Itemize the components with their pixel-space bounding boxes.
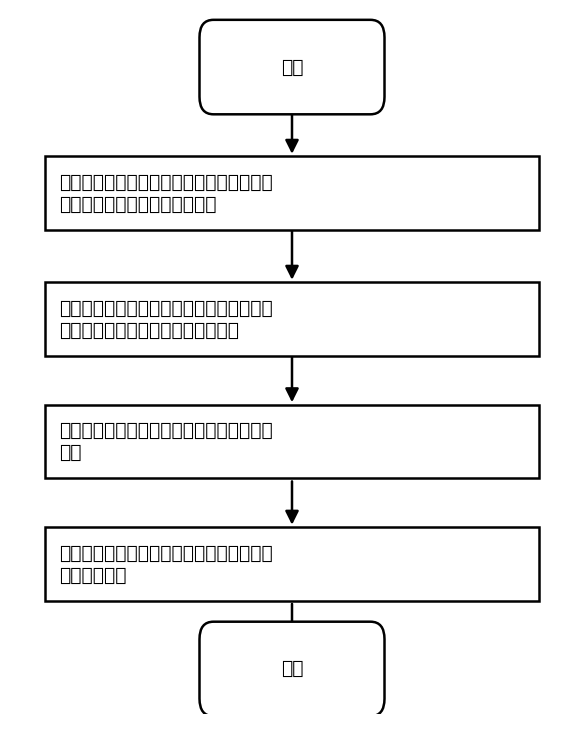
Text: 在环境光源下通过数字成像设备获得训练样
本集和待测试样本的颜色响应值: 在环境光源下通过数字成像设备获得训练样 本集和待测试样本的颜色响应值 <box>60 173 273 214</box>
Text: 利用归一化处理和最小二乘法计算得到系数
矩阵: 利用归一化处理和最小二乘法计算得到系数 矩阵 <box>60 421 273 462</box>
FancyBboxPatch shape <box>200 622 384 716</box>
FancyBboxPatch shape <box>46 156 538 230</box>
Text: 开始: 开始 <box>281 58 303 77</box>
FancyBboxPatch shape <box>46 282 538 356</box>
Text: 结束: 结束 <box>281 660 303 679</box>
FancyBboxPatch shape <box>46 527 538 601</box>
Text: 利用样本特征匹配方法筛选训练样本集得到
聚类训练样本颜色响应值集和光谱集: 利用样本特征匹配方法筛选训练样本集得到 聚类训练样本颜色响应值集和光谱集 <box>60 298 273 340</box>
Text: 利用系数矩阵和曲线平滑方法重建出物体表
面光谱反射率: 利用系数矩阵和曲线平滑方法重建出物体表 面光谱反射率 <box>60 543 273 585</box>
FancyBboxPatch shape <box>200 20 384 114</box>
FancyBboxPatch shape <box>46 405 538 478</box>
